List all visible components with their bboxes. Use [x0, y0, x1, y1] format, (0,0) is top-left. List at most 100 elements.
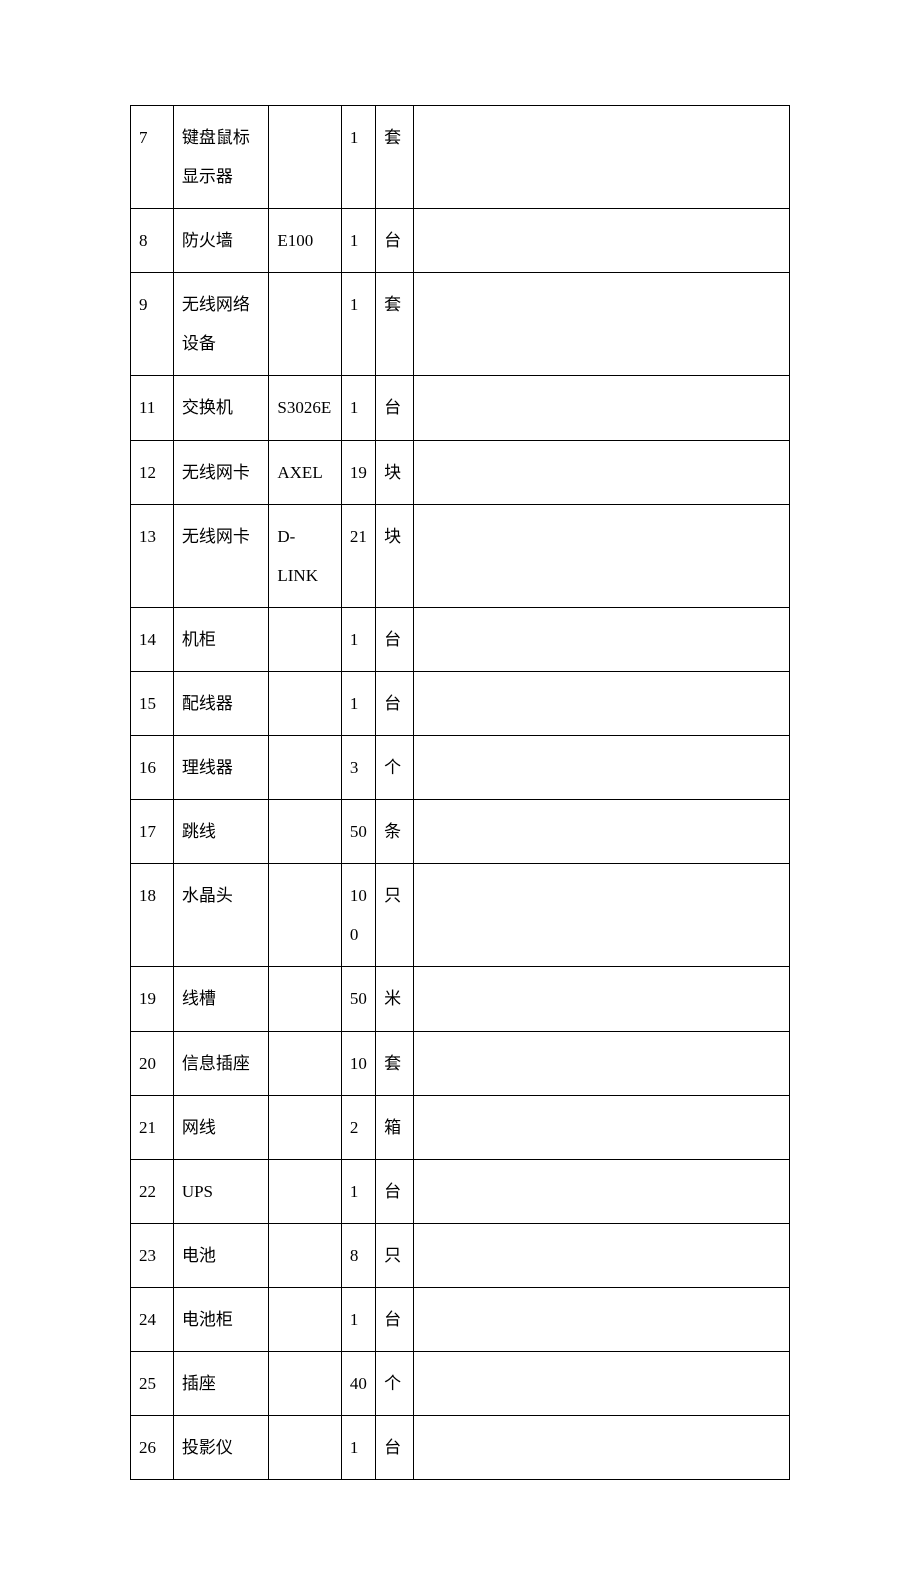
cell-qty: 8 — [341, 1223, 375, 1287]
cell-name: 交换机 — [173, 376, 269, 440]
cell-name: 无线网卡 — [173, 440, 269, 504]
table-row: 25插座40个 — [131, 1351, 790, 1415]
cell-qty: 21 — [341, 504, 375, 607]
cell-num: 26 — [131, 1416, 174, 1480]
cell-num: 16 — [131, 736, 174, 800]
cell-name: 无线网络设备 — [173, 273, 269, 376]
cell-unit: 台 — [376, 671, 414, 735]
table-row: 11交换机S3026E1台 — [131, 376, 790, 440]
cell-unit: 台 — [376, 376, 414, 440]
cell-remark — [414, 1159, 790, 1223]
cell-remark — [414, 504, 790, 607]
table-row: 8防火墙E1001台 — [131, 209, 790, 273]
cell-num: 25 — [131, 1351, 174, 1415]
cell-unit: 个 — [376, 1351, 414, 1415]
cell-name: 机柜 — [173, 607, 269, 671]
cell-unit: 只 — [376, 864, 414, 967]
cell-unit: 套 — [376, 1031, 414, 1095]
cell-qty: 1 — [341, 376, 375, 440]
cell-model — [269, 607, 341, 671]
cell-qty: 50 — [341, 800, 375, 864]
cell-model — [269, 106, 341, 209]
cell-num: 22 — [131, 1159, 174, 1223]
cell-unit: 块 — [376, 504, 414, 607]
table-row: 18水晶头100只 — [131, 864, 790, 967]
cell-unit: 台 — [376, 209, 414, 273]
cell-model: E100 — [269, 209, 341, 273]
cell-model: D-LINK — [269, 504, 341, 607]
table-row: 16理线器3个 — [131, 736, 790, 800]
cell-num: 18 — [131, 864, 174, 967]
cell-remark — [414, 967, 790, 1031]
cell-model — [269, 1287, 341, 1351]
cell-remark — [414, 800, 790, 864]
table-row: 26投影仪 1台 — [131, 1416, 790, 1480]
cell-unit: 台 — [376, 1287, 414, 1351]
cell-qty: 1 — [341, 1159, 375, 1223]
cell-remark — [414, 376, 790, 440]
cell-num: 23 — [131, 1223, 174, 1287]
cell-name: 投影仪 — [173, 1416, 269, 1480]
cell-qty: 2 — [341, 1095, 375, 1159]
cell-model — [269, 1223, 341, 1287]
cell-model — [269, 1095, 341, 1159]
cell-num: 12 — [131, 440, 174, 504]
cell-unit: 块 — [376, 440, 414, 504]
cell-model — [269, 736, 341, 800]
cell-num: 19 — [131, 967, 174, 1031]
cell-model — [269, 1159, 341, 1223]
table-row: 15配线器1台 — [131, 671, 790, 735]
table-row: 23电池 8只 — [131, 1223, 790, 1287]
cell-qty: 1 — [341, 209, 375, 273]
cell-remark — [414, 671, 790, 735]
cell-unit: 米 — [376, 967, 414, 1031]
cell-remark — [414, 1351, 790, 1415]
cell-qty: 1 — [341, 1287, 375, 1351]
cell-qty: 19 — [341, 440, 375, 504]
cell-model — [269, 1031, 341, 1095]
cell-remark — [414, 1095, 790, 1159]
cell-unit: 个 — [376, 736, 414, 800]
cell-remark — [414, 273, 790, 376]
cell-name: 配线器 — [173, 671, 269, 735]
cell-name: 键盘鼠标显示器 — [173, 106, 269, 209]
cell-num: 13 — [131, 504, 174, 607]
cell-name: 无线网卡 — [173, 504, 269, 607]
cell-remark — [414, 1416, 790, 1480]
cell-name: UPS — [173, 1159, 269, 1223]
cell-remark — [414, 1223, 790, 1287]
cell-num: 11 — [131, 376, 174, 440]
cell-model — [269, 1416, 341, 1480]
cell-unit: 台 — [376, 607, 414, 671]
document-page: 7键盘鼠标显示器1套8防火墙E1001台9无线网络设备1套11交换机S3026E… — [0, 0, 920, 1580]
table-row: 12无线网卡AXEL19块 — [131, 440, 790, 504]
cell-remark — [414, 864, 790, 967]
cell-remark — [414, 607, 790, 671]
table-row: 13无线网卡D-LINK21块 — [131, 504, 790, 607]
cell-qty: 1 — [341, 1416, 375, 1480]
cell-name: 插座 — [173, 1351, 269, 1415]
cell-remark — [414, 106, 790, 209]
cell-qty: 1 — [341, 607, 375, 671]
table-row: 22UPS 1台 — [131, 1159, 790, 1223]
cell-unit: 台 — [376, 1416, 414, 1480]
cell-num: 14 — [131, 607, 174, 671]
cell-model: AXEL — [269, 440, 341, 504]
cell-num: 24 — [131, 1287, 174, 1351]
cell-name: 线槽 — [173, 967, 269, 1031]
cell-num: 17 — [131, 800, 174, 864]
cell-num: 20 — [131, 1031, 174, 1095]
cell-unit: 只 — [376, 1223, 414, 1287]
table-row: 9无线网络设备1套 — [131, 273, 790, 376]
cell-unit: 箱 — [376, 1095, 414, 1159]
cell-num: 9 — [131, 273, 174, 376]
cell-qty: 1 — [341, 273, 375, 376]
cell-model — [269, 1351, 341, 1415]
cell-qty: 10 — [341, 1031, 375, 1095]
cell-name: 电池 — [173, 1223, 269, 1287]
cell-name: 网线 — [173, 1095, 269, 1159]
cell-model: S3026E — [269, 376, 341, 440]
cell-num: 8 — [131, 209, 174, 273]
cell-qty: 1 — [341, 671, 375, 735]
cell-unit: 台 — [376, 1159, 414, 1223]
